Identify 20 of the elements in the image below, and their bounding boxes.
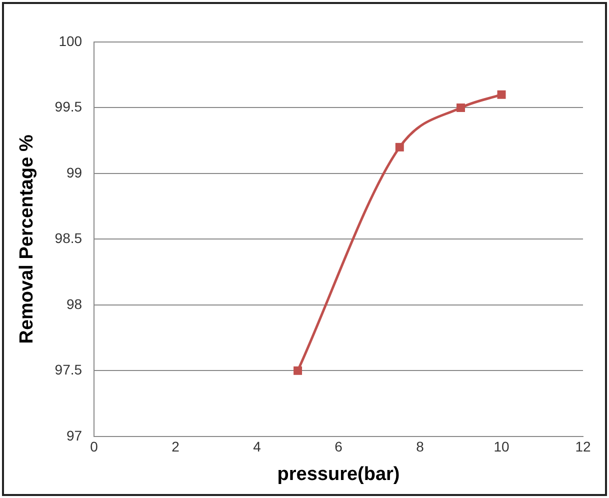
x-tick-label: 0	[90, 438, 98, 455]
y-tick-label: 97	[66, 427, 82, 444]
point	[497, 90, 506, 99]
y-tick-label: 97.5	[54, 362, 82, 378]
y-tick-label: 99	[66, 164, 82, 180]
x-tick-label: 8	[416, 438, 424, 455]
x-tick-label: 4	[253, 438, 262, 455]
y-tick-label: 100	[58, 32, 82, 49]
x-tick-label: 6	[334, 438, 343, 455]
x-tick-label: 12	[575, 438, 591, 455]
x-tick-label: 2	[172, 438, 180, 455]
point	[395, 142, 404, 152]
y-tick-label: 98	[66, 296, 82, 312]
point	[456, 103, 466, 112]
y-tick-label: 98.5	[54, 230, 82, 246]
y-axis-title: Removal Percentage %	[16, 134, 38, 344]
y-tick-label: 99.5	[54, 98, 82, 115]
point	[294, 366, 302, 375]
x-axis-title: pressure(bar)	[277, 464, 400, 485]
x-tick-label: 10	[494, 438, 510, 455]
